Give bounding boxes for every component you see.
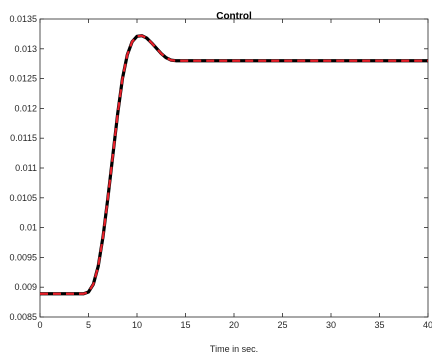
x-axis-label: Time in sec.	[210, 344, 258, 354]
x-tick-label: 10	[132, 320, 142, 330]
x-tick-label: 40	[423, 320, 432, 330]
y-tick-label: 0.0115	[10, 133, 37, 143]
y-tick-label: 0.0125	[9, 74, 37, 84]
y-tick-label: 0.0105	[9, 193, 37, 203]
x-tick-label: 25	[277, 320, 287, 330]
series-line-dashed	[40, 34, 428, 295]
y-tick-label: 0.0135	[9, 14, 37, 24]
y-tick-label: 0.013	[14, 44, 37, 54]
x-tick-label: 20	[229, 320, 239, 330]
x-axis: 0 5 10 15 20 25 30 35 40	[37, 19, 432, 330]
x-tick-label: 30	[326, 320, 336, 330]
x-tick-label: 15	[180, 320, 190, 330]
x-tick-label: 5	[86, 320, 91, 330]
x-tick-label: 35	[374, 320, 384, 330]
x-tick-label: 0	[37, 320, 42, 330]
y-axis: 0.0085 0.009 0.0095 0.01 0.0105 0.011 0.0115 0.…	[9, 14, 428, 322]
y-tick-label: 0.0085	[9, 312, 37, 322]
chart-title: Control	[216, 11, 252, 22]
y-tick-label: 0.012	[14, 103, 37, 113]
y-tick-label: 0.01	[19, 223, 37, 233]
y-tick-label: 0.0095	[9, 252, 37, 262]
series-line-solid	[40, 34, 428, 296]
y-tick-label: 0.009	[14, 282, 37, 292]
y-tick-label: 0.011	[15, 163, 37, 173]
series-layer	[40, 34, 428, 296]
